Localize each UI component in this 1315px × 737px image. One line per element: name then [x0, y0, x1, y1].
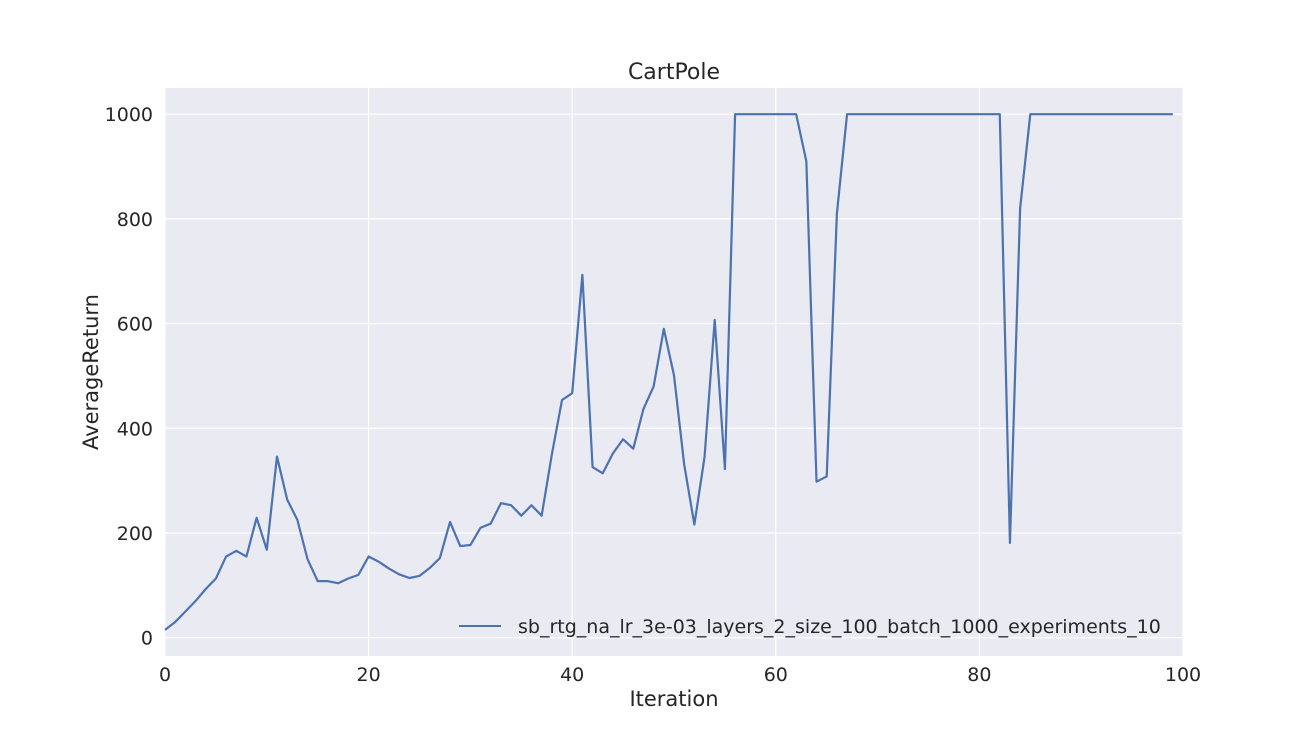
y-tick-label: 800 [117, 209, 153, 231]
series-line [164, 113, 1173, 631]
x-tick-label: 80 [967, 664, 991, 686]
y-tick-label: 1000 [105, 104, 153, 126]
series-layer [164, 113, 1173, 631]
x-tick-label: 40 [560, 664, 584, 686]
grid [164, 88, 1184, 656]
y-tick-label: 400 [117, 418, 153, 440]
y-axis-label: AverageReturn [79, 294, 103, 450]
x-tick-label: 20 [357, 664, 381, 686]
y-tick-label: 200 [117, 523, 153, 545]
x-tick-label: 100 [1165, 664, 1201, 686]
x-tick-label: 0 [159, 664, 171, 686]
x-tick-label: 60 [764, 664, 788, 686]
y-tick-label: 0 [141, 628, 153, 650]
legend-label: sb_rtg_na_lr_3e-03_layers_2_size_100_bat… [518, 616, 1161, 638]
legend: sb_rtg_na_lr_3e-03_layers_2_size_100_bat… [459, 616, 1161, 638]
chart-title: CartPole [628, 60, 720, 85]
x-axis-label: Iteration [629, 687, 718, 711]
y-tick-label: 600 [117, 314, 153, 336]
